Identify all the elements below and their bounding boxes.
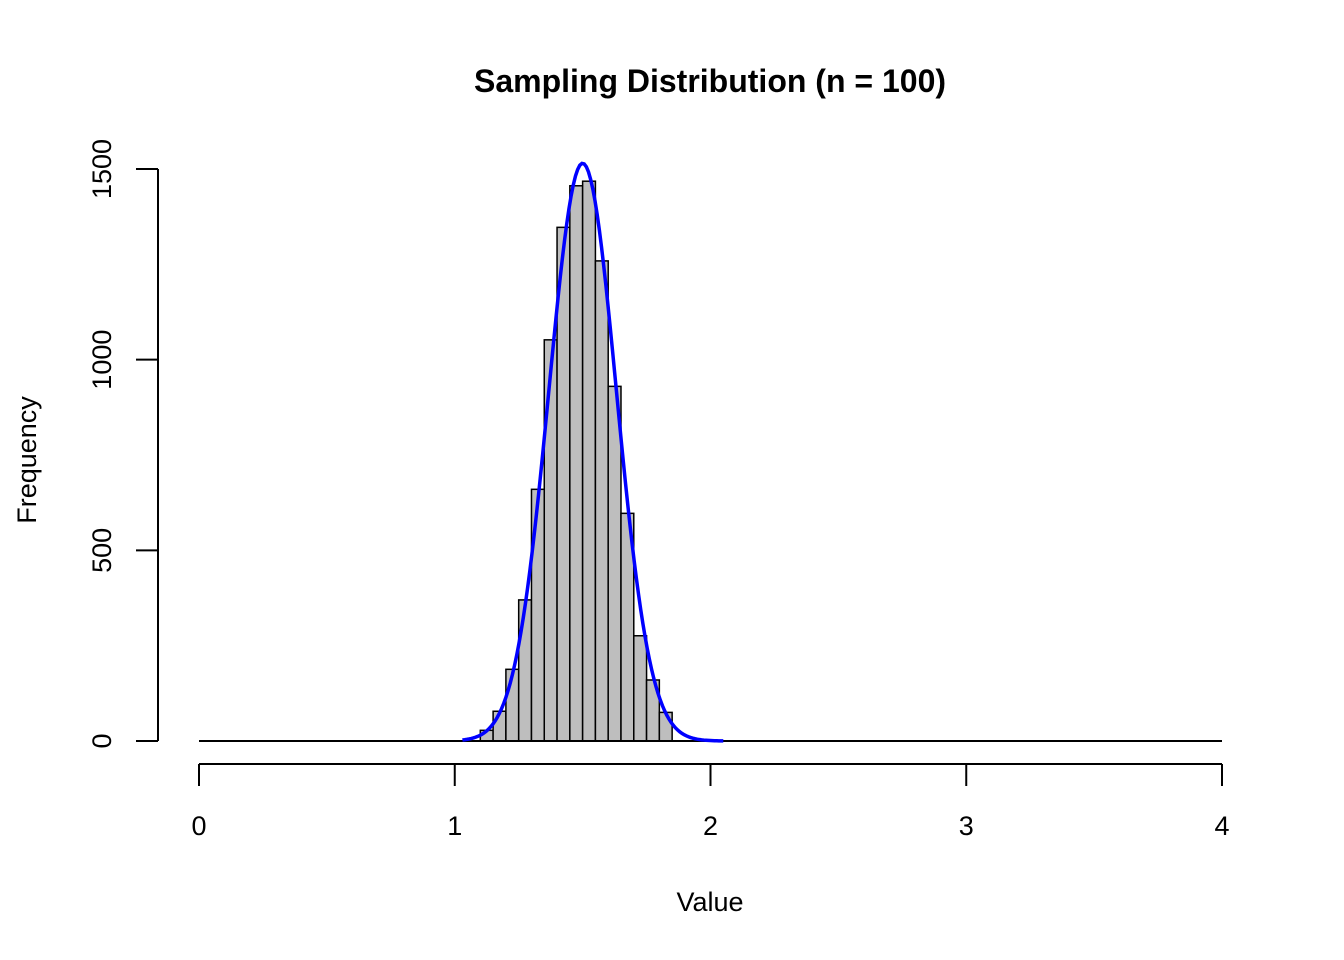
x-tick-label-1: 1 xyxy=(447,811,462,841)
histogram-bar-7 xyxy=(569,185,584,742)
y-tick-label-2: 1000 xyxy=(87,330,117,390)
x-tick-label-3: 3 xyxy=(959,811,974,841)
y-tick-label-3: 1500 xyxy=(87,139,117,199)
x-tick-label-2: 2 xyxy=(703,811,718,841)
histogram-bar-8 xyxy=(581,180,597,742)
x-axis: 0 1 2 3 4 xyxy=(191,763,1230,841)
density-curve xyxy=(462,161,724,743)
x-axis-label: Value xyxy=(676,887,743,917)
chart-title: Sampling Distribution (n = 100) xyxy=(474,63,946,99)
histogram-bars xyxy=(479,180,673,742)
x-tick-label-0: 0 xyxy=(191,811,206,841)
y-tick-label-1: 500 xyxy=(87,528,117,573)
x-tick-label-4: 4 xyxy=(1214,811,1229,841)
y-tick-label-0: 0 xyxy=(87,733,117,748)
histogram-bar-9 xyxy=(594,260,609,742)
y-axis: 0 500 1000 1500 xyxy=(87,139,159,749)
histogram-bar-5 xyxy=(543,339,558,742)
histogram-bar-12 xyxy=(633,635,648,742)
histogram-bar-3 xyxy=(517,599,533,742)
y-axis-label: Frequency xyxy=(12,396,42,524)
histogram-bar-10 xyxy=(607,385,622,742)
